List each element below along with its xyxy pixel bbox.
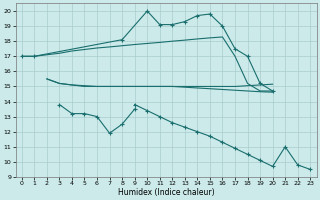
X-axis label: Humidex (Indice chaleur): Humidex (Indice chaleur)	[118, 188, 214, 197]
